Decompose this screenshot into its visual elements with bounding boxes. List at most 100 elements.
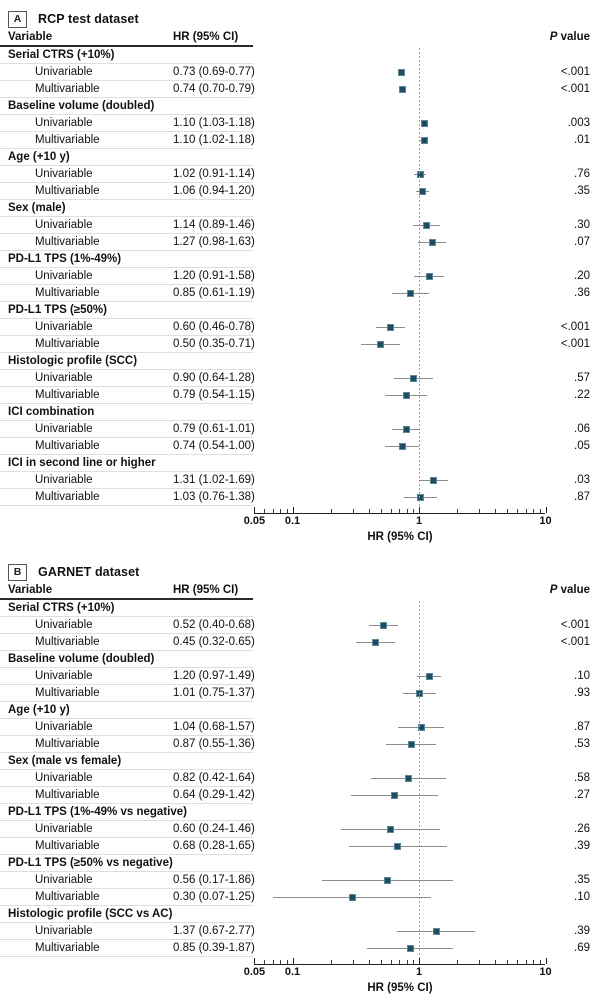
row-divider xyxy=(0,63,253,64)
model-label: Multivariable xyxy=(35,83,100,95)
x-axis-minor-tick xyxy=(390,960,392,964)
row-divider xyxy=(0,335,253,336)
x-axis-minor-tick xyxy=(368,960,370,964)
p-value: .03 xyxy=(574,474,590,486)
variable-group-label: PD-L1 TPS (1%-49% vs negative) xyxy=(8,806,187,818)
hr-point-marker xyxy=(377,341,385,348)
row-divider xyxy=(0,454,253,455)
p-value: <.001 xyxy=(560,338,590,350)
table-row: Multivariable 0.50 (0.35-0.71) <.001 xyxy=(0,336,600,353)
variable-group-row: Sex (male vs female) xyxy=(0,753,600,770)
x-axis-minor-tick xyxy=(533,509,535,513)
p-value: <.001 xyxy=(560,619,590,631)
model-label: Univariable xyxy=(35,721,93,733)
row-divider xyxy=(0,284,253,285)
row-divider xyxy=(0,216,253,217)
model-label: Univariable xyxy=(35,66,93,78)
p-value: .87 xyxy=(574,721,590,733)
hr-point-marker xyxy=(390,792,398,799)
row-divider xyxy=(0,871,253,872)
hr-ci-value: 0.45 (0.32-0.65) xyxy=(173,636,255,648)
hr-point-marker xyxy=(371,639,379,646)
x-axis-major-tick xyxy=(419,507,420,513)
p-value: <.001 xyxy=(560,321,590,333)
panel-b-x-axis: HR (95% CI) 0.05 0.1 1 10 xyxy=(0,957,600,1005)
p-value: .26 xyxy=(574,823,590,835)
variable-group-row: ICI in second line or higher xyxy=(0,455,600,472)
x-axis-major-tick xyxy=(545,958,547,964)
hr-ci-value: 1.03 (0.76-1.38) xyxy=(173,491,255,503)
table-row: Multivariable 1.27 (0.98-1.63) .07 xyxy=(0,234,600,251)
p-value: .20 xyxy=(574,270,590,282)
table-row: Multivariable 0.74 (0.54-1.00) .05 xyxy=(0,438,600,455)
hr-point-marker xyxy=(422,222,430,229)
panel-letter-badge: B xyxy=(8,563,27,581)
variable-group-row: Serial CTRS (+10%) xyxy=(0,600,600,617)
hr-point-marker xyxy=(398,86,406,93)
table-row: Multivariable 1.01 (0.75-1.37) .93 xyxy=(0,685,600,702)
hr-ci-value: 0.74 (0.54-1.00) xyxy=(173,440,255,452)
hr-ci-value: 0.56 (0.17-1.86) xyxy=(173,874,255,886)
row-divider xyxy=(0,956,253,957)
x-axis-line xyxy=(254,513,546,514)
row-divider xyxy=(0,667,253,668)
x-axis-line xyxy=(254,964,546,965)
hr-ci-value: 0.30 (0.07-1.25) xyxy=(173,891,255,903)
hr-point-marker xyxy=(398,443,406,450)
hr-ci-value: 0.87 (0.55-1.36) xyxy=(173,738,255,750)
x-axis-minor-tick xyxy=(413,960,415,964)
x-axis-minor-tick xyxy=(413,509,415,513)
hr-ci-value: 0.79 (0.61-1.01) xyxy=(173,423,255,435)
model-label: Univariable xyxy=(35,270,93,282)
panel-a-rows: Serial CTRS (+10%) Univariable 0.73 (0.69-… xyxy=(0,47,600,514)
model-label: Univariable xyxy=(35,925,93,937)
hr-point-marker xyxy=(425,273,433,280)
model-label: Univariable xyxy=(35,670,93,682)
row-divider xyxy=(0,735,253,736)
row-divider xyxy=(0,650,253,651)
row-divider xyxy=(0,616,253,617)
hr-point-marker xyxy=(417,494,425,501)
table-row: Univariable 1.14 (0.89-1.46) .30 xyxy=(0,217,600,234)
row-divider xyxy=(0,386,253,387)
x-axis-major-tick xyxy=(292,958,294,964)
variable-group-row: PD-L1 TPS (≥50% vs negative) xyxy=(0,855,600,872)
table-row: Univariable 0.79 (0.61-1.01) .06 xyxy=(0,421,600,438)
variable-group-row: PD-L1 TPS (1%-49% vs negative) xyxy=(0,804,600,821)
x-axis-minor-tick xyxy=(280,509,282,513)
panel-a: A RCP test dataset Variable HR (95% CI) … xyxy=(0,10,600,543)
model-label: Multivariable xyxy=(35,891,100,903)
hr-ci-value: 1.20 (0.97-1.49) xyxy=(173,670,255,682)
model-label: Multivariable xyxy=(35,134,100,146)
hr-ci-value: 0.90 (0.64-1.28) xyxy=(173,372,255,384)
p-value: .27 xyxy=(574,789,590,801)
model-label: Multivariable xyxy=(35,491,100,503)
variable-group-row: Baseline volume (doubled) xyxy=(0,98,600,115)
p-value: <.001 xyxy=(560,66,590,78)
hr-point-marker xyxy=(387,826,395,833)
x-axis-minor-tick xyxy=(399,960,401,964)
x-axis-minor-tick xyxy=(330,509,332,513)
model-label: Univariable xyxy=(35,219,93,231)
table-row: Univariable 1.10 (1.03-1.18) .003 xyxy=(0,115,600,132)
table-row: Multivariable 0.45 (0.32-0.65) <.001 xyxy=(0,634,600,651)
table-row: Multivariable 0.79 (0.54-1.15) .22 xyxy=(0,387,600,404)
table-row: Multivariable 0.85 (0.39-1.87) .69 xyxy=(0,940,600,957)
model-label: Multivariable xyxy=(35,236,100,248)
table-row: Univariable 1.20 (0.97-1.49) .10 xyxy=(0,668,600,685)
hr-point-marker xyxy=(379,622,387,629)
row-divider xyxy=(0,199,253,200)
row-divider xyxy=(0,939,253,940)
row-divider xyxy=(0,97,253,98)
row-divider xyxy=(0,718,253,719)
x-axis-minor-tick xyxy=(286,960,288,964)
p-value: .53 xyxy=(574,738,590,750)
x-axis-minor-tick xyxy=(380,509,382,513)
p-value: .57 xyxy=(574,372,590,384)
variable-group-label: Histologic profile (SCC) xyxy=(8,355,138,367)
x-axis-minor-tick xyxy=(525,960,527,964)
column-header-pvalue: P value xyxy=(549,31,590,43)
row-divider xyxy=(0,352,253,353)
hr-point-marker xyxy=(420,120,428,127)
